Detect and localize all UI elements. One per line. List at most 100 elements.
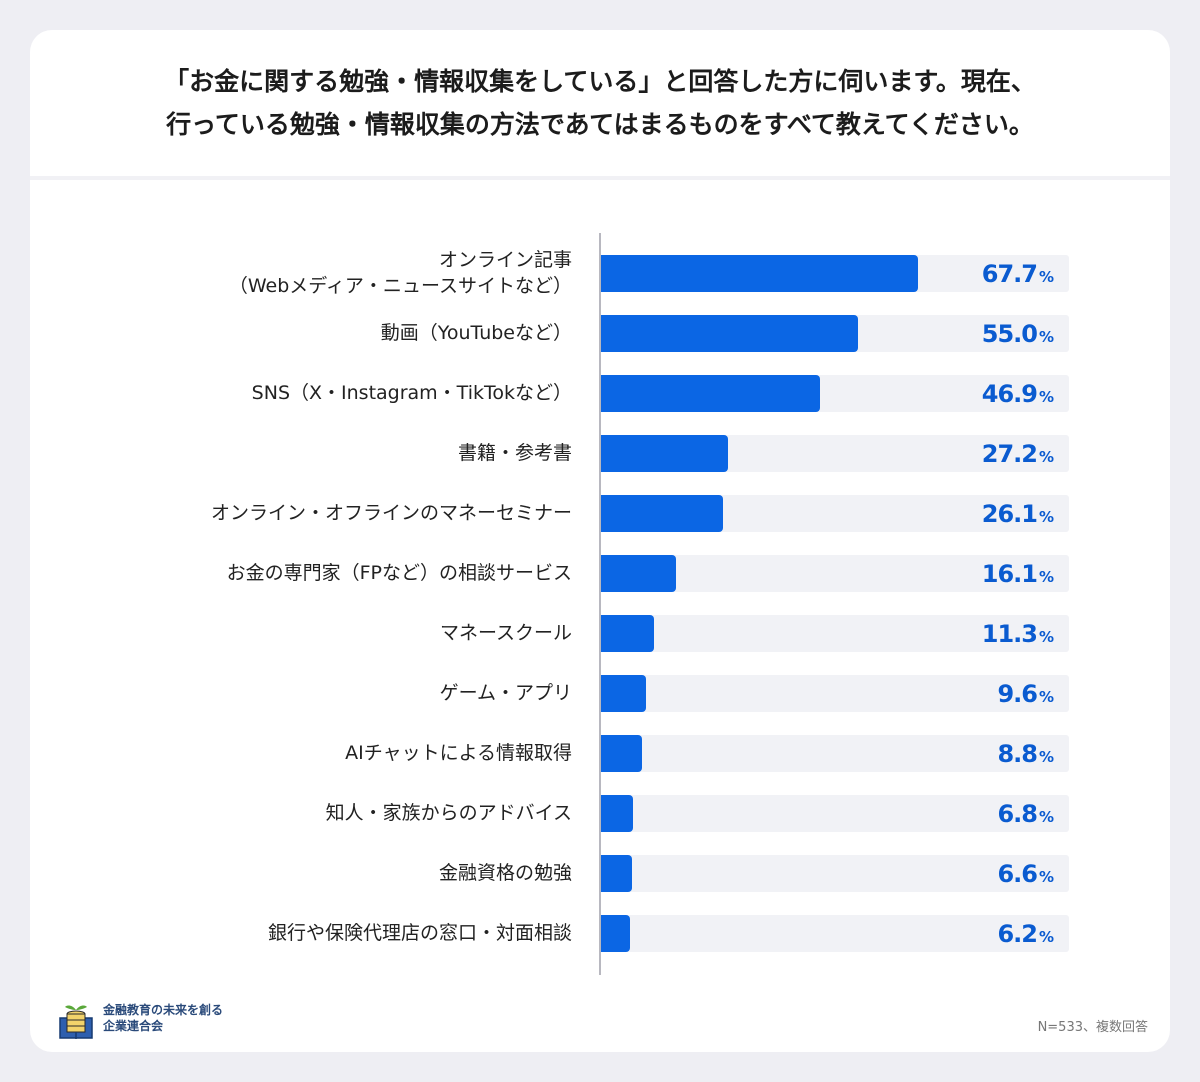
bar-row: オンライン記事 （Webメディア・ニュースサイトなど） 67.7% [30,249,1170,297]
bar-track [601,615,1069,652]
category-label-line: 知人・家族からのアドバイス [325,802,572,824]
header-divider [30,176,1170,180]
value-label: 6.8% [997,795,1054,832]
bar-row: SNS（X・Instagram・TikTokなど） 46.9% [30,373,1170,413]
value-label: 6.6% [997,855,1054,892]
value-label: 26.1% [982,495,1054,532]
value-number: 6.2 [997,920,1038,948]
chart-title: 「お金に関する勉強・情報収集をしている」と回答した方に伺います。現在、 行ってい… [30,60,1170,146]
value-number: 67.7 [981,260,1038,288]
bar [601,795,633,832]
category-label-line: お金の専門家（FPなど）の相談サービス [226,562,572,584]
bar-row: 動画（YouTubeなど） 55.0% [30,313,1170,353]
category-label: SNS（X・Instagram・TikTokなど） [252,373,572,413]
value-label: 55.0% [982,315,1054,352]
category-label-line: SNS（X・Instagram・TikTokなど） [251,382,572,404]
bar-track [601,915,1069,952]
bar [601,675,646,712]
category-label: オンライン記事 （Webメディア・ニュースサイトなど） [229,249,572,297]
category-label: マネースクール [440,613,572,653]
bar-row: AIチャットによる情報取得 8.8% [30,733,1170,773]
bar [601,855,632,892]
value-label: 6.2% [997,915,1054,952]
title-line-2: 行っている勉強・情報収集の方法であてはまるものをすべて教えてください。 [166,110,1034,139]
value-label: 8.8% [997,735,1054,772]
value-number: 6.6 [997,860,1038,888]
bar-row: 書籍・参考書 27.2% [30,433,1170,473]
value-unit: % [1038,268,1054,286]
organization-logo-icon [59,1005,93,1039]
y-axis-line [599,233,601,975]
category-label-line: ゲーム・アプリ [439,682,572,704]
value-unit: % [1038,928,1054,946]
org-line-2: 企業連合会 [103,1019,164,1033]
category-label: 金融資格の勉強 [439,853,572,893]
category-label-line: オンライン・オフラインのマネーセミナー [210,502,572,524]
bar-track [601,735,1069,772]
value-unit: % [1038,868,1054,886]
value-unit: % [1038,508,1054,526]
category-label: AIチャットによる情報取得 [345,733,572,773]
category-label: 銀行や保険代理店の窓口・対面相談 [268,913,572,953]
category-label-line: マネースクール [439,622,572,644]
bar-track [601,675,1069,712]
category-label-line: AIチャットによる情報取得 [345,742,572,764]
value-unit: % [1038,568,1054,586]
category-label-line: 銀行や保険代理店の窓口・対面相談 [267,922,572,944]
category-label-line: 金融資格の勉強 [438,862,572,884]
bar [601,435,729,472]
value-number: 8.8 [997,740,1038,768]
value-unit: % [1038,448,1054,466]
bar-row: 銀行や保険代理店の窓口・対面相談 6.2% [30,913,1170,953]
value-unit: % [1038,808,1054,826]
category-label-line: 動画（YouTubeなど） [380,322,572,344]
value-number: 27.2 [981,440,1038,468]
category-label-line: 書籍・参考書 [457,442,572,464]
bar [601,255,918,292]
bar-row: マネースクール 11.3% [30,613,1170,653]
value-number: 6.8 [997,800,1038,828]
value-number: 16.1 [981,560,1038,588]
bar-row: お金の専門家（FPなど）の相談サービス 16.1% [30,553,1170,593]
bar [601,495,724,532]
bar-row: ゲーム・アプリ 9.6% [30,673,1170,713]
category-label: 知人・家族からのアドバイス [326,793,572,833]
chart-card: 「お金に関する勉強・情報収集をしている」と回答した方に伺います。現在、 行ってい… [30,30,1170,1052]
value-unit: % [1038,328,1054,346]
bar [601,315,859,352]
bar-track [601,795,1069,832]
value-number: 46.9 [981,380,1038,408]
organization-name: 金融教育の未来を創る 企業連合会 [103,1002,223,1034]
value-number: 55.0 [981,320,1038,348]
category-label: オンライン・オフラインのマネーセミナー [211,493,572,533]
value-number: 11.3 [981,620,1038,648]
value-label: 9.6% [997,675,1054,712]
sample-note: N=533、複数回答 [1037,1020,1148,1035]
bar-track [601,555,1069,592]
category-label: ゲーム・アプリ [440,673,572,713]
value-label: 16.1% [982,555,1054,592]
value-label: 11.3% [982,615,1054,652]
value-unit: % [1038,748,1054,766]
value-number: 9.6 [997,680,1038,708]
category-label: 動画（YouTubeなど） [381,313,572,353]
bar-row: 知人・家族からのアドバイス 6.8% [30,793,1170,833]
bar-track [601,855,1069,892]
bar [601,555,677,592]
value-number: 26.1 [981,500,1038,528]
category-label-line: オンライン記事 [438,249,572,271]
bar [601,375,821,412]
category-label-line: （Webメディア・ニュースサイトなど） [228,275,572,297]
category-label: 書籍・参考書 [458,433,572,473]
bar [601,915,631,952]
bar [601,615,654,652]
value-unit: % [1038,628,1054,646]
value-unit: % [1038,688,1054,706]
bar [601,735,643,772]
bar-row: 金融資格の勉強 6.6% [30,853,1170,893]
title-line-1: 「お金に関する勉強・情報収集をしている」と回答した方に伺います。現在、 [164,67,1036,96]
value-label: 27.2% [982,435,1054,472]
category-label: お金の専門家（FPなど）の相談サービス [227,553,572,593]
bar-row: オンライン・オフラインのマネーセミナー 26.1% [30,493,1170,533]
value-unit: % [1038,388,1054,406]
